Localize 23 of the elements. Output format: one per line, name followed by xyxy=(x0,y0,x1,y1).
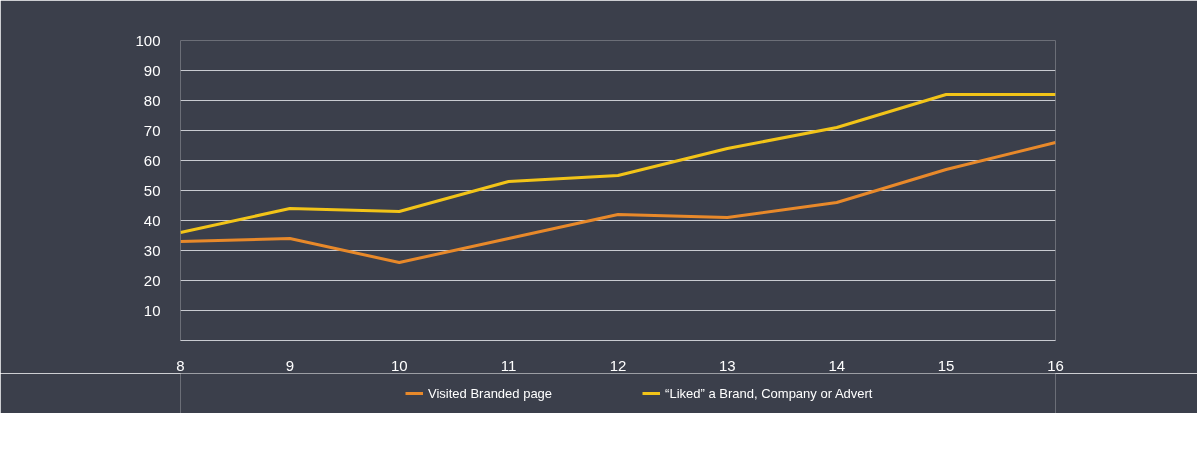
y-tick-label: 70 xyxy=(143,121,161,139)
x-tick-label: 14 xyxy=(828,356,846,374)
x-tick-label: 13 xyxy=(719,356,736,374)
x-tick-label: 15 xyxy=(937,356,955,374)
x-tick-label: 10 xyxy=(390,356,408,374)
x-tick-label: 12 xyxy=(609,356,627,374)
x-tick-label: 8 xyxy=(176,356,185,374)
x-tick-label: 11 xyxy=(500,356,517,374)
x-tick-label: 9 xyxy=(285,356,295,374)
y-tick-label: 50 xyxy=(143,181,161,199)
legend-label: “Liked” a Brand, Company or Advert xyxy=(665,385,873,401)
y-tick-label: 80 xyxy=(143,91,161,109)
y-tick-label: 30 xyxy=(143,241,161,259)
legend-label: Visited Branded page xyxy=(428,385,553,401)
x-tick-label: 16 xyxy=(1047,356,1064,374)
y-tick-label: 40 xyxy=(143,211,161,229)
y-tick-label: 100 xyxy=(135,31,161,49)
y-tick-label: 60 xyxy=(143,151,161,169)
line-series xyxy=(180,93,1056,234)
y-tick-label: 10 xyxy=(143,301,161,319)
line-series xyxy=(180,141,1056,264)
y-tick-label: 20 xyxy=(143,271,161,289)
y-tick-label: 90 xyxy=(143,61,161,79)
